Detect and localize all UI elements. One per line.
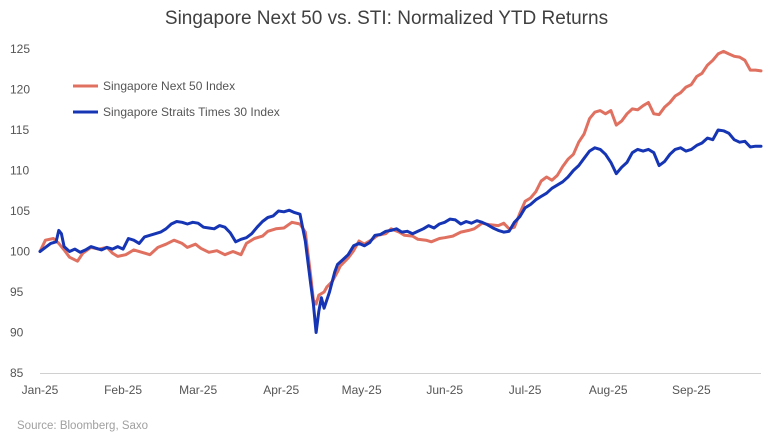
- series-line-2: [38, 128, 763, 334]
- y-tick-label: 90: [10, 326, 24, 340]
- legend: Singapore Next 50 Index Singapore Straits…: [73, 79, 280, 119]
- y-tick-label: 120: [10, 83, 30, 97]
- x-tick-label: May-25: [342, 383, 382, 397]
- x-tick-label: Jan-25: [22, 383, 59, 397]
- x-tick-label: Mar-25: [179, 383, 217, 397]
- y-axis: 85 90 95 100 105 110 115 120 125: [10, 42, 30, 380]
- x-axis: Jan-25 Feb-25 Mar-25 Apr-25 May-25 Jun-25 Jul-…: [22, 383, 711, 397]
- x-tick-label: Jun-25: [426, 383, 463, 397]
- legend-label: Singapore Straits Times 30 Index: [103, 105, 280, 119]
- y-tick-label: 85: [10, 366, 24, 380]
- y-tick-label: 100: [10, 245, 30, 259]
- y-tick-label: 95: [10, 285, 24, 299]
- source-note: Source: Bloomberg, Saxo: [17, 420, 149, 432]
- x-tick-label: Apr-25: [263, 383, 299, 397]
- y-tick-label: 105: [10, 204, 30, 218]
- x-tick-label: Aug-25: [589, 383, 628, 397]
- legend-label: Singapore Next 50 Index: [103, 79, 235, 93]
- series-line-1: [38, 49, 763, 306]
- y-tick-label: 125: [10, 42, 30, 56]
- y-tick-label: 110: [10, 164, 29, 178]
- x-tick-label: Jul-25: [509, 383, 542, 397]
- series-layer: [38, 49, 763, 334]
- y-tick-label: 115: [10, 123, 29, 137]
- x-tick-label: Sep-25: [672, 383, 711, 397]
- chart-title: Singapore Next 50 vs. STI: Normalized YT…: [164, 8, 609, 29]
- x-tick-label: Feb-25: [104, 383, 142, 397]
